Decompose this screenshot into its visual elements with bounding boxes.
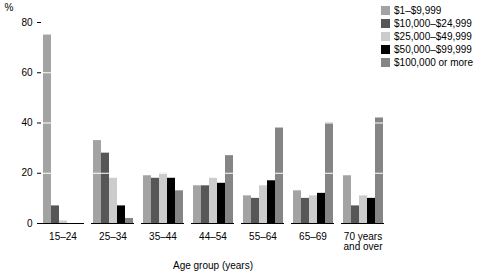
svg-text:70 yearsand over: 70 yearsand over [344,231,384,252]
svg-text:0: 0 [27,218,33,229]
svg-text:25–34: 25–34 [99,231,127,242]
svg-text:65–69: 65–69 [299,231,327,242]
svg-text:Age group (years): Age group (years) [173,260,253,271]
svg-text:40: 40 [21,117,33,128]
html-text:$10,000–$24,999: $10,000–$24,999 [394,18,472,29]
html-text:$50,000–$99,999: $50,000–$99,999 [394,44,472,55]
html-text:$25,000–$49,999: $25,000–$49,999 [394,31,472,42]
svg-text:%: % [5,2,14,13]
svg-text:35–44: 35–44 [149,231,177,242]
svg-text:55–64: 55–64 [249,231,277,242]
svg-text:44–54: 44–54 [199,231,227,242]
svg-text:20: 20 [21,167,33,178]
html-text:$100,000 or more: $100,000 or more [394,57,473,68]
svg-text:60: 60 [21,67,33,78]
svg-text:15–24: 15–24 [49,231,77,242]
svg-text:80: 80 [21,17,33,28]
html-text:$1–$9,999: $1–$9,999 [394,5,442,16]
